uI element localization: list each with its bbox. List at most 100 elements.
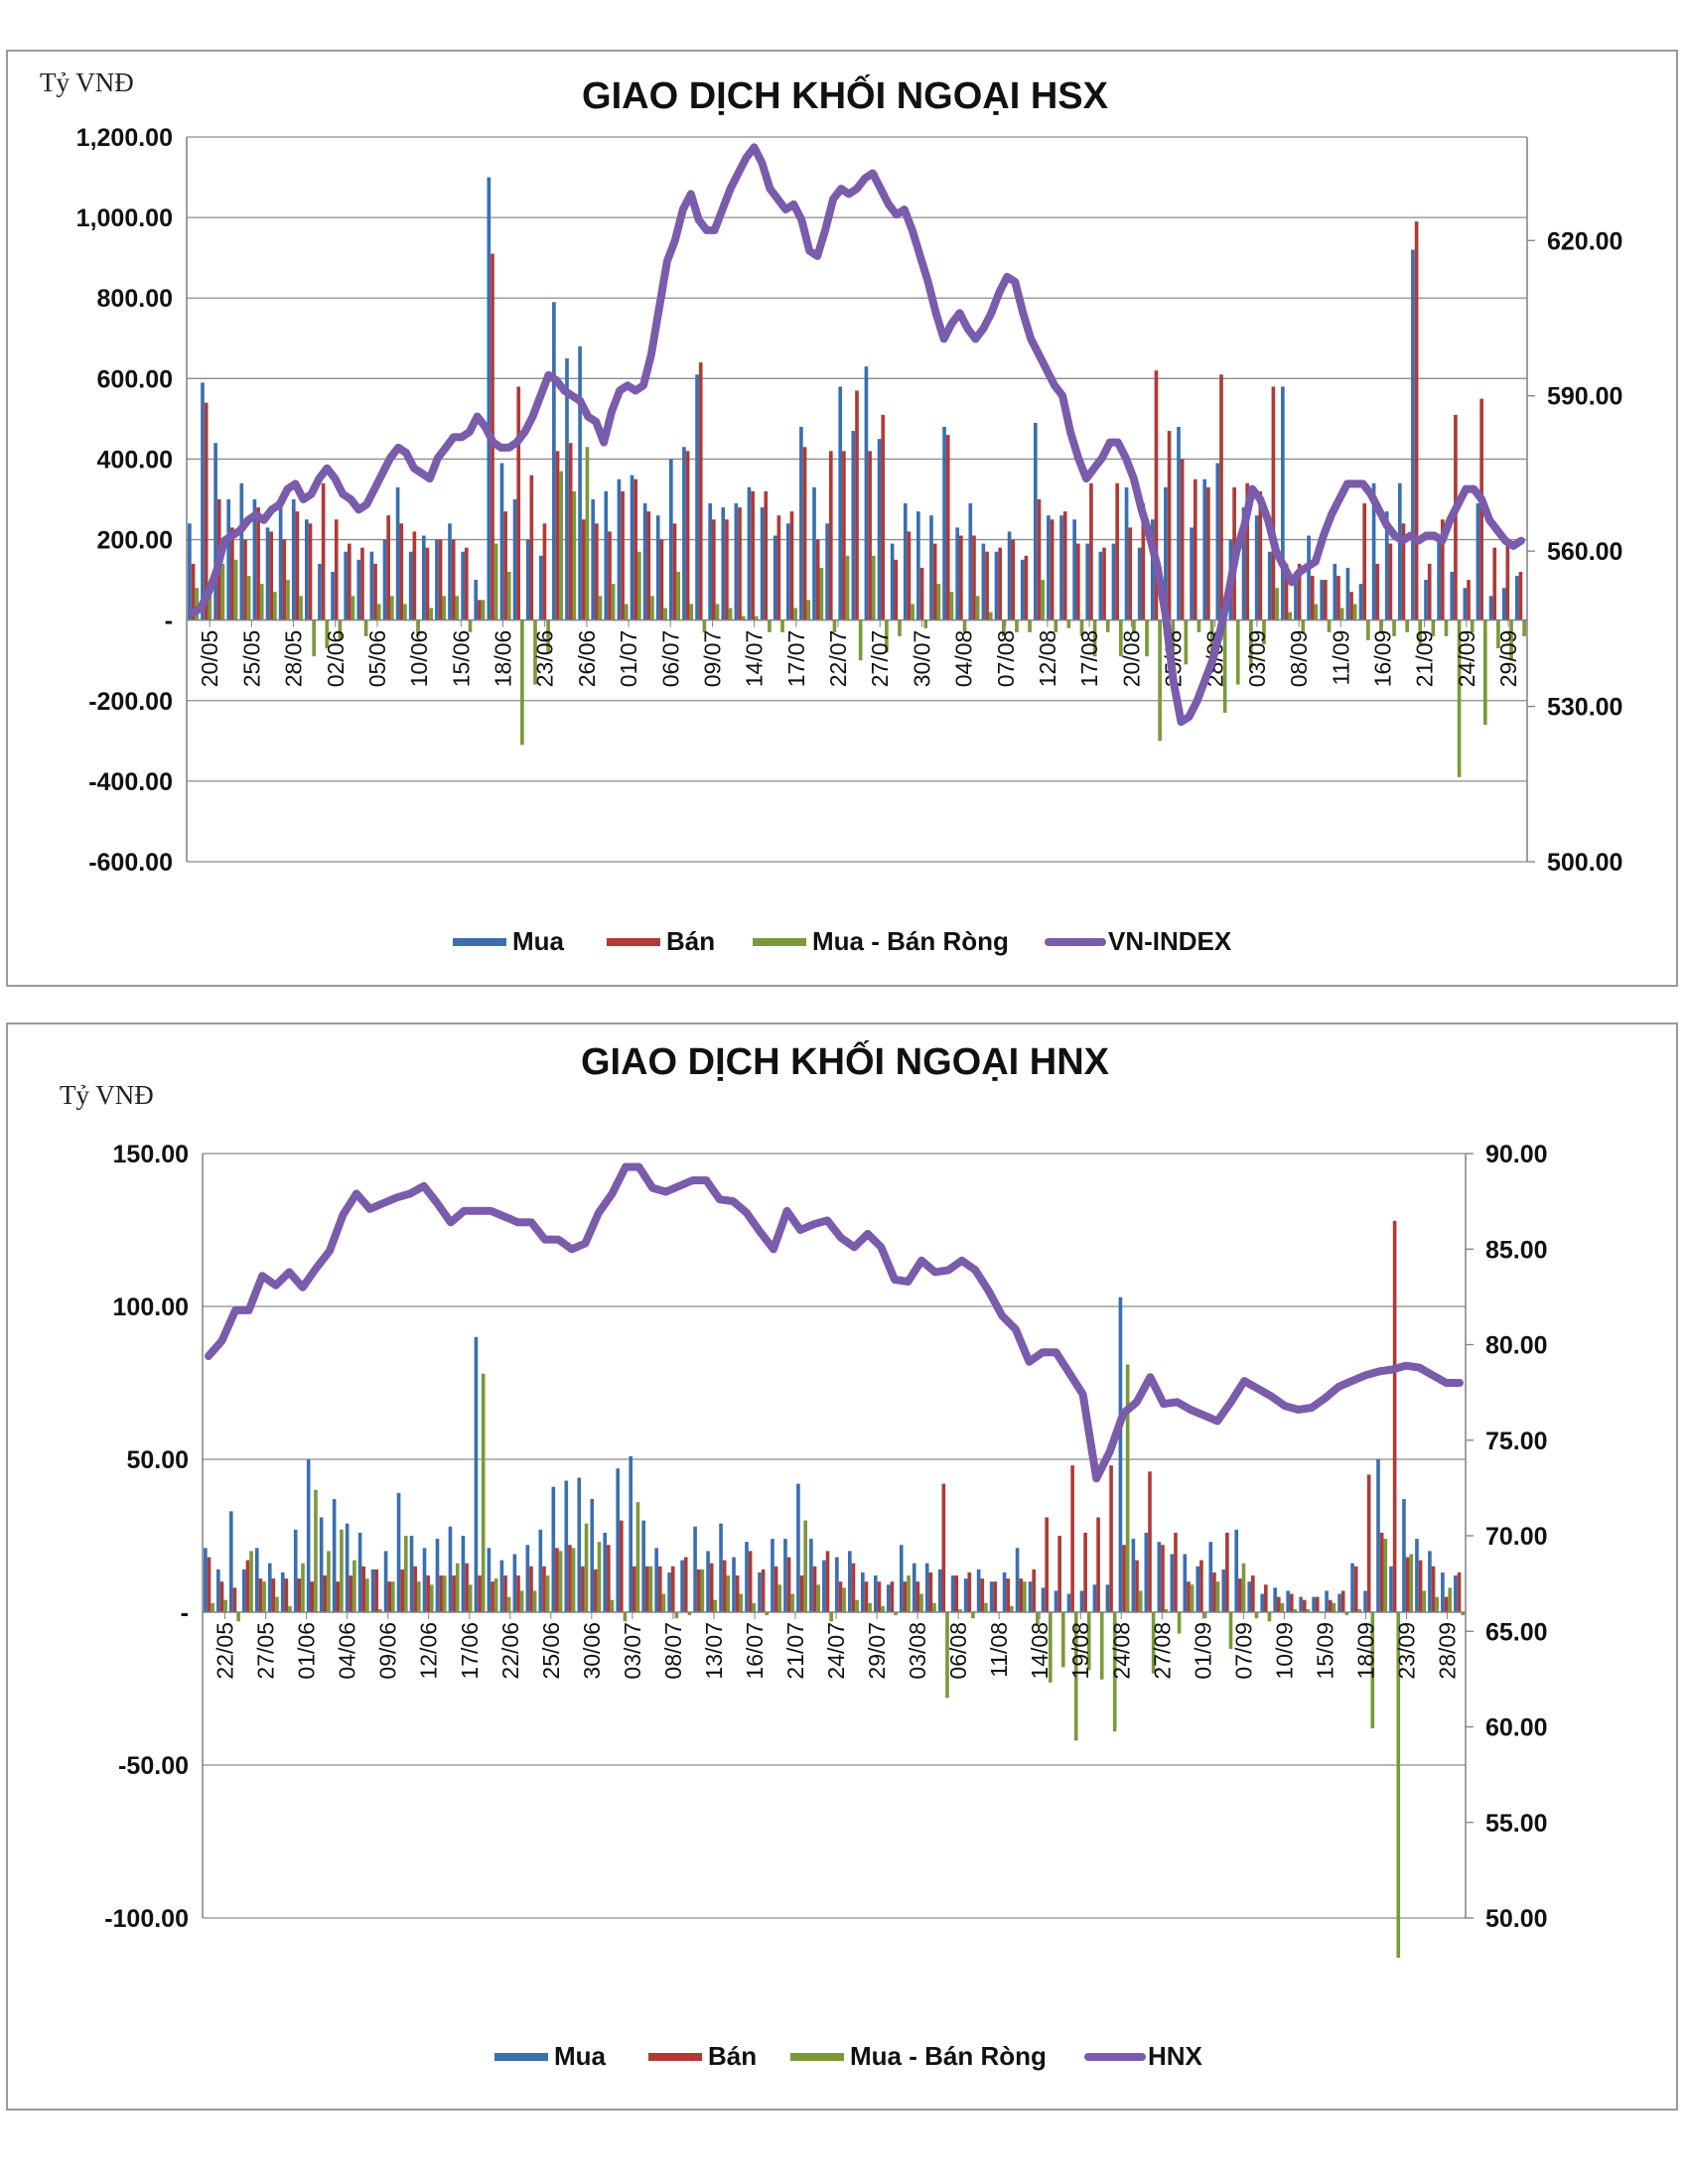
hsx-bar-rong (624, 604, 629, 620)
hsx-bar-rong (1262, 619, 1266, 644)
hsx-bar-ban (789, 511, 794, 620)
hnx-bar-mua (461, 1536, 466, 1612)
hsx-bar-ban (386, 515, 390, 620)
hnx-bar-ban (877, 1581, 882, 1612)
hnx-x-tick-label: 19/08 (1067, 1622, 1093, 1680)
hnx-bar-mua (551, 1486, 556, 1612)
hnx-bar-mua (1196, 1566, 1200, 1612)
hnx-bar-mua (963, 1578, 968, 1612)
hnx-bar-rong (661, 1593, 666, 1612)
hsx-bar-rong (286, 580, 290, 620)
hnx-bar-mua (293, 1529, 298, 1612)
hsx-bar-ban (1024, 555, 1029, 620)
hsx-bar-ban (282, 539, 287, 620)
hnx-x-tick-label: 24/07 (823, 1622, 849, 1680)
hsx-bar-rong (1184, 619, 1189, 665)
hnx-bar-mua (1118, 1297, 1123, 1612)
hsx-y2-tick-label: 560.00 (1547, 538, 1622, 566)
hnx-y2-tick-label: 80.00 (1485, 1332, 1548, 1360)
hsx-bar-mua (356, 559, 361, 620)
hnx-bar-ban (1225, 1532, 1229, 1612)
hsx-x-tick-label: 16/09 (1369, 630, 1395, 688)
hsx-bar-ban (1440, 519, 1445, 620)
hsx-legend-label: VN-INDEX (1108, 926, 1232, 956)
hsx-bar-ban (1167, 431, 1172, 620)
hsx-bar-mua (669, 459, 673, 620)
hnx-bar-ban (709, 1563, 714, 1612)
hsx-bar-rong (663, 608, 667, 620)
hsx-x-tick-label: 06/07 (657, 630, 683, 688)
hsx-bar-rong (1314, 604, 1319, 620)
hsx-bar-mua (1215, 463, 1220, 620)
hsx-bar-mua (226, 499, 231, 620)
hsx-bar-rong (468, 619, 473, 632)
hsx-bar-ban (828, 451, 833, 620)
hnx-bar-rong (352, 1560, 356, 1612)
hsx-bar-rong (949, 592, 954, 620)
hnx-bar-ban (568, 1545, 572, 1612)
hnx-bar-rong (404, 1536, 408, 1612)
hnx-x-tick-label: 29/07 (864, 1622, 890, 1680)
hnx-bar-mua (629, 1455, 633, 1612)
hsx-bar-rong (898, 619, 902, 636)
hsx-x-tick-label: 01/07 (616, 630, 641, 688)
hnx-index-line (205, 1162, 1464, 1483)
hnx-bar-ban (1161, 1545, 1165, 1612)
hnx-bar-ban (387, 1581, 392, 1612)
hnx-bar-ban (1340, 1590, 1345, 1612)
hsx-bar-mua (1463, 588, 1468, 620)
hnx-bar-mua (1325, 1590, 1329, 1612)
hnx-y2-tick-label: 75.00 (1485, 1428, 1548, 1455)
hsx-bar-mua (239, 482, 244, 620)
hsx-bar-mua (213, 443, 217, 620)
hnx-bar-ban (980, 1578, 985, 1612)
hsx-bar-mua (525, 539, 530, 620)
hnx-bar-rong (519, 1590, 524, 1612)
hnx-bar-ban (748, 1551, 753, 1612)
hsx-bar-ban (1089, 482, 1093, 620)
hnx-bar-mua (564, 1480, 569, 1612)
hsx-bar-ban (321, 482, 326, 620)
hsx-bar-ban (1518, 572, 1523, 620)
hsx-bar-mua (1397, 482, 1402, 620)
hnx-bar-mua (1028, 1581, 1033, 1612)
hnx-axes: -100.00-50.00-50.00100.00150.0050.0055.0… (104, 1141, 1547, 1933)
hsx-bar-mua (1059, 515, 1063, 620)
hnx-bar-rong (1306, 1608, 1311, 1612)
hnx-bar-mua (383, 1551, 388, 1612)
hsx-bar-mua (994, 551, 999, 620)
hsx-bar-rong (1482, 619, 1487, 726)
hnx-bar-ban (1032, 1569, 1037, 1612)
hsx-legend-label: Mua - Bán Ròng (812, 926, 1009, 956)
hnx-bar-rong (1448, 1587, 1452, 1612)
hsx-x-tick-label: 12/08 (1035, 630, 1060, 688)
hnx-bar-ban (413, 1566, 417, 1612)
hsx-bar-rong (975, 596, 980, 620)
hnx-bar-rong (713, 1599, 718, 1612)
hsx-bar-rong (1392, 619, 1396, 636)
hsx-bar-rong (676, 572, 681, 620)
hnx-bar-ban (1366, 1474, 1371, 1612)
hsx-bar-mua (708, 503, 712, 620)
hsx-bar-rong (416, 619, 420, 636)
hsx-legend-swatch (453, 938, 506, 946)
hsx-bar-rong (819, 567, 824, 620)
hsx-bar-mua (773, 535, 777, 620)
hnx-bar-mua (1402, 1499, 1406, 1612)
hnx-bar-ban (941, 1483, 946, 1612)
hnx-bar-ban (670, 1566, 675, 1612)
hnx-bar-rong (1164, 1608, 1169, 1612)
hsx-bar-mua (1033, 422, 1038, 620)
hsx-bar-ban (1193, 478, 1197, 620)
hnx-x-tick-label: 09/06 (375, 1622, 401, 1680)
hnx-x-tick-label: 01/06 (294, 1622, 320, 1680)
hsx-bar-ban (1388, 543, 1393, 620)
hnx-bar-mua (487, 1548, 492, 1612)
hsx-bar-rong (1470, 619, 1475, 632)
hsx-bar-ban (1050, 519, 1055, 620)
hnx-bar-mua (680, 1560, 684, 1612)
hnx-bar-ban (1263, 1584, 1268, 1612)
hsx-x-tick-label: 11/09 (1328, 630, 1353, 686)
hnx-bar-ban (632, 1566, 636, 1612)
hsx-bar-ban (1324, 580, 1328, 620)
